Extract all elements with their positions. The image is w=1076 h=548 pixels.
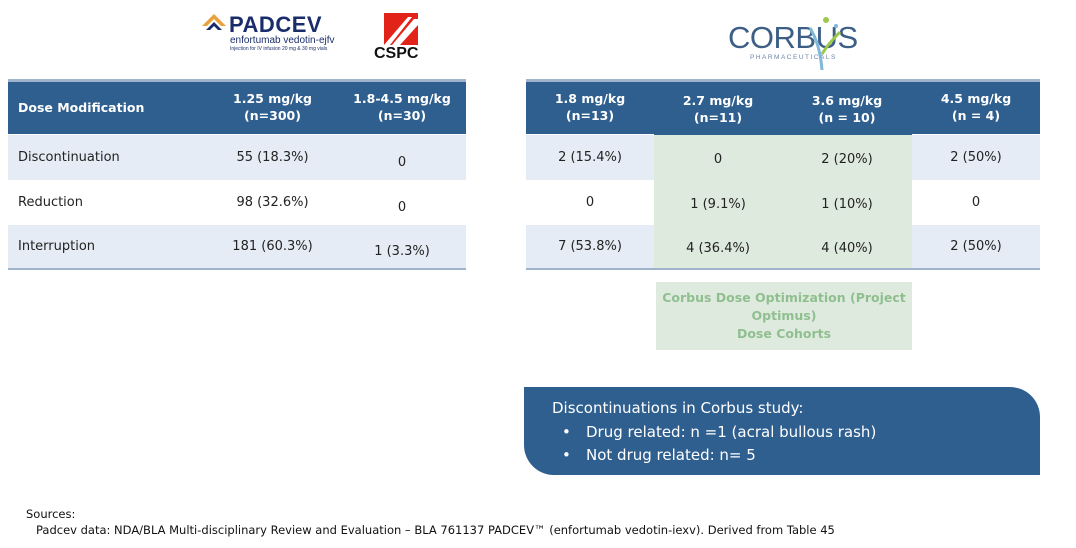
cell-value: 1 (9.1%) [690,196,746,212]
table-bottom-rule [8,268,466,270]
discontinuations-callout: Discontinuations in Corbus study: • Drug… [524,387,1040,475]
optimus-highlight-column [654,135,912,268]
row-label-discontinuation: Discontinuation [18,149,120,165]
header-1-25-mgkg: 1.25 mg/kg (n=300) [205,82,340,134]
callout-title: Discontinuations in Corbus study: [552,399,804,417]
padcev-subtitle: enfortumab vedotin-ejfv [230,35,335,46]
cell-value: 0 [713,151,723,167]
cspc-mark-icon [384,13,418,45]
cell-value: 0 [397,199,407,215]
header-3-6-mgkg: 3.6 mg/kg (n = 10) [782,84,912,136]
cell-value: 7 (53.8%) [558,238,622,254]
header-1-8-mgkg: 1.8 mg/kg (n=13) [526,82,654,134]
table-row [8,225,466,268]
corbus-subtitle: PHARMACEUTICALS [750,54,837,61]
cspc-wordmark: CSPC [374,45,419,62]
callout-bullet-2: • Not drug related: n= 5 [562,446,756,464]
header-1-8-4-5-mgkg: 1.8-4.5 mg/kg (n=30) [340,82,464,134]
optimus-cohort-label: Corbus Dose Optimization (Project Optimu… [656,282,912,350]
bullet-text: Drug related: n =1 (acral bullous rash) [586,423,877,441]
cell-value: 0 [585,194,595,210]
padcev-wordmark: PADCEV [229,12,323,37]
cell-value: 2 (20%) [821,151,873,167]
bullet-dot-icon: • [562,446,571,464]
corbus-logo: CORBUS PHARMACEUTICALS [726,14,858,74]
cell-value: 2 (50%) [950,149,1002,165]
cell-value: 55 (18.3%) [236,149,309,165]
sources-line: Padcev data: NDA/BLA Multi-disciplinary … [36,523,835,537]
cell-value: 2 (15.4%) [558,149,622,165]
cell-value: 0 [971,194,981,210]
bullet-dot-icon: • [562,423,571,441]
padcev-chevron-icon [202,14,226,30]
callout-bullet-1: • Drug related: n =1 (acral bullous rash… [562,423,877,441]
cspc-logo: CSPC [374,13,428,65]
cell-value: 1 (3.3%) [374,243,430,259]
cell-value: 2 (50%) [950,238,1002,254]
sources-label: Sources: [26,507,76,521]
corbus-figure-icon [808,17,842,70]
cell-value: 98 (32.6%) [236,194,309,210]
header-dose-modification: Dose Modification [18,82,198,134]
table-row [8,135,466,180]
cell-value: 4 (36.4%) [686,240,750,256]
cell-value: 4 (40%) [821,240,873,256]
header-2-7-mgkg: 2.7 mg/kg (n=11) [654,84,782,136]
padcev-logo: PADCEV enfortumab vedotin-ejfv Injection… [202,12,352,68]
cell-value: 0 [397,154,407,170]
cell-value: 181 (60.3%) [232,238,313,254]
padcev-tiny-text: Injection for IV infusion 20 mg & 30 mg … [230,46,328,52]
table-top-rule [526,79,1040,82]
cell-value: 1 (10%) [821,196,873,212]
table-top-rule [8,79,466,82]
bullet-text: Not drug related: n= 5 [586,446,756,464]
row-label-reduction: Reduction [18,194,83,210]
header-4-5-mgkg: 4.5 mg/kg (n = 4) [912,82,1040,134]
table-bottom-rule [526,268,1040,270]
row-label-interruption: Interruption [18,238,96,254]
